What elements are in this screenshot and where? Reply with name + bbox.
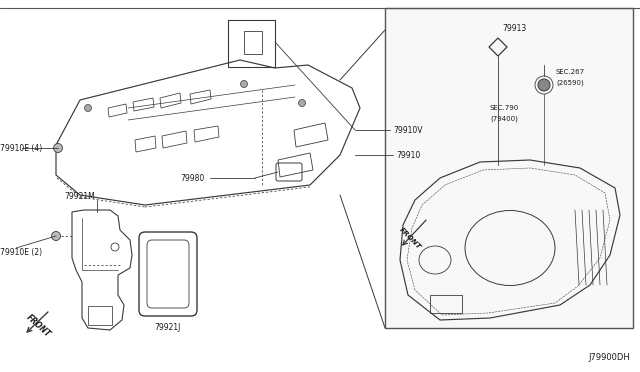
Text: 79921J: 79921J <box>155 324 181 333</box>
Text: FRONT: FRONT <box>24 313 52 339</box>
Text: (26590): (26590) <box>556 80 584 86</box>
Circle shape <box>538 79 550 91</box>
Text: FRONT: FRONT <box>398 226 422 250</box>
Text: SEC.267: SEC.267 <box>556 69 585 75</box>
Text: J79900DH: J79900DH <box>588 353 630 362</box>
Circle shape <box>298 99 305 106</box>
Text: 79913: 79913 <box>502 23 526 32</box>
Text: 79910: 79910 <box>396 151 420 160</box>
Bar <box>385 8 633 328</box>
Text: 79910V: 79910V <box>393 125 422 135</box>
Text: (79400): (79400) <box>490 116 518 122</box>
Circle shape <box>54 144 63 153</box>
Circle shape <box>51 231 61 241</box>
Text: 79980: 79980 <box>180 173 205 183</box>
Text: 79910E (4): 79910E (4) <box>0 144 42 153</box>
Circle shape <box>241 80 248 87</box>
Circle shape <box>84 105 92 112</box>
Text: 79921M: 79921M <box>65 192 95 201</box>
Text: 79910E (2): 79910E (2) <box>0 247 42 257</box>
Bar <box>430 295 462 313</box>
Text: SEC.790: SEC.790 <box>490 105 519 111</box>
